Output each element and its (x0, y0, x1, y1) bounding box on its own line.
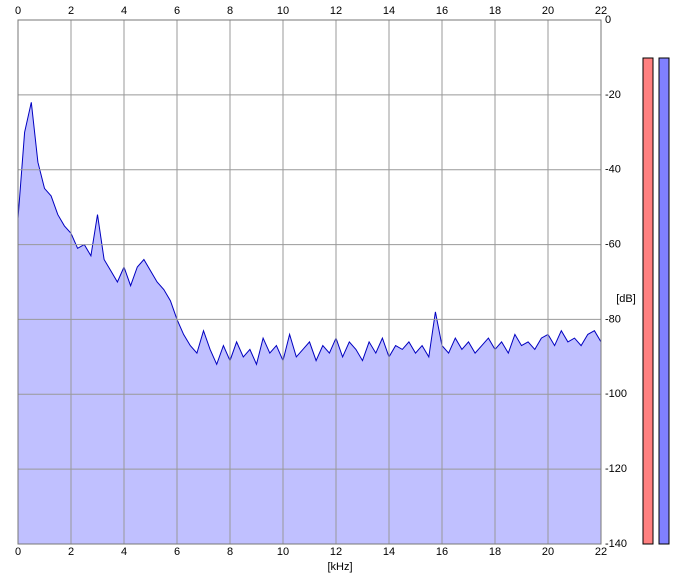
y-tick-label: -60 (605, 238, 621, 250)
x-tick-label: 14 (383, 5, 395, 17)
spectrum-area (18, 102, 601, 545)
y-tick-label: -80 (605, 313, 621, 325)
x-tick-label: 2 (68, 5, 74, 17)
y-tick-label: -120 (605, 463, 627, 475)
x-tick-label: 20 (542, 5, 554, 17)
y-axis-label: [dB] (616, 293, 636, 305)
x-tick-label: 6 (174, 5, 180, 17)
x-tick-label: 4 (121, 546, 127, 558)
right-level-meter (658, 57, 670, 545)
y-tick-label: 0 (605, 14, 611, 26)
x-tick-label: 12 (330, 5, 342, 17)
y-tick-label: -100 (605, 388, 627, 400)
x-tick-label: 4 (121, 5, 127, 17)
x-tick-label: 22 (595, 5, 607, 17)
x-tick-label: 22 (595, 546, 607, 558)
x-tick-label: 18 (489, 546, 501, 558)
x-tick-label: 0 (15, 546, 21, 558)
x-tick-label: 0 (15, 5, 21, 17)
x-tick-label: 8 (227, 5, 233, 17)
x-tick-label: 12 (330, 546, 342, 558)
x-tick-label: 20 (542, 546, 554, 558)
x-tick-label: 10 (277, 5, 289, 17)
x-axis-label: [kHz] (327, 561, 352, 573)
x-tick-label: 16 (436, 546, 448, 558)
x-tick-label: 6 (174, 546, 180, 558)
y-tick-label: -40 (605, 164, 621, 176)
y-tick-label: -20 (605, 89, 621, 101)
y-tick-label: -140 (605, 538, 627, 550)
x-tick-label: 16 (436, 5, 448, 17)
spectrum-line (17, 102, 602, 366)
x-tick-label: 2 (68, 546, 74, 558)
left-level-meter (642, 57, 654, 545)
x-tick-label: 10 (277, 546, 289, 558)
x-tick-label: 18 (489, 5, 501, 17)
plot-border (17, 19, 602, 545)
x-tick-label: 8 (227, 546, 233, 558)
x-tick-label: 14 (383, 546, 395, 558)
